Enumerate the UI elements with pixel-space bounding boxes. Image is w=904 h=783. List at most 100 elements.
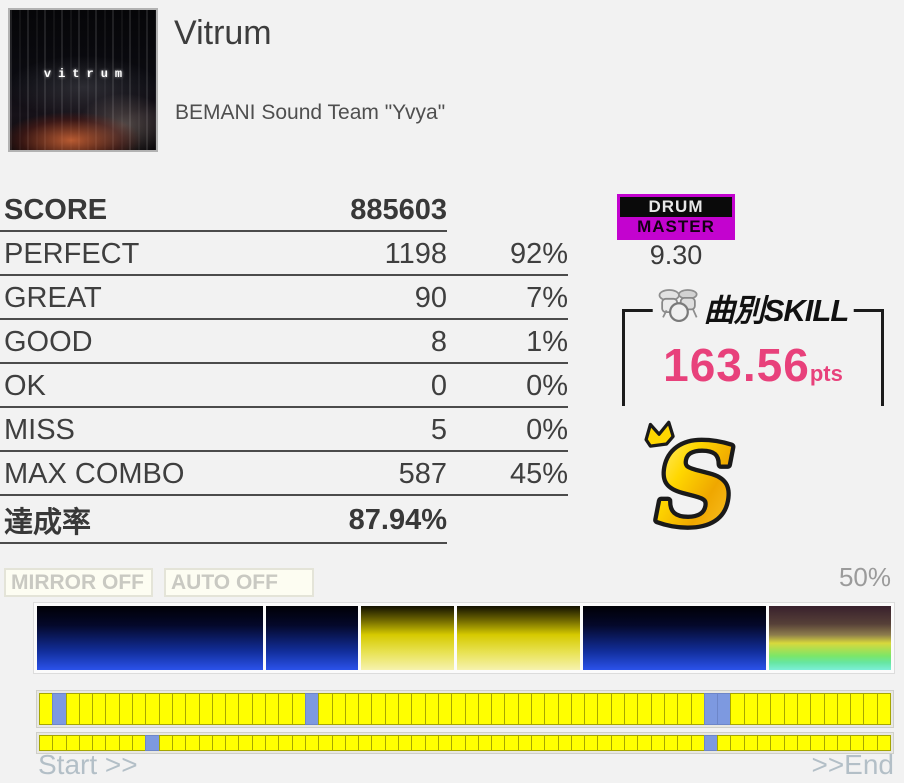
- album-art-title-text: vitrum: [43, 67, 130, 81]
- score-table: SCORE 885603 PERFECT 1198 92% GREAT 90 7…: [0, 188, 568, 544]
- note-cell: [863, 693, 878, 725]
- note-cell: [225, 735, 240, 751]
- note-cell: [291, 735, 306, 751]
- note-cell: [171, 735, 187, 751]
- note-cell: [570, 693, 586, 725]
- note-cell: [411, 735, 426, 751]
- note-cell: [557, 693, 572, 725]
- song-skill-logo: 曲別SKILL: [652, 285, 854, 330]
- note-cell: [145, 693, 160, 725]
- note-cell: [371, 735, 386, 751]
- note-cell: [597, 693, 612, 725]
- note-cell: [265, 693, 280, 725]
- note-cell: [118, 693, 134, 725]
- note-cell: [610, 735, 626, 751]
- gauge-segment-blue: [583, 606, 767, 670]
- note-cell: [451, 693, 466, 725]
- song-title: Vitrum: [174, 14, 272, 52]
- judge-label: OK: [4, 369, 46, 402]
- note-cell: [331, 693, 346, 725]
- note-cell: [105, 693, 120, 725]
- note-cell: [464, 735, 479, 751]
- table-row-good: GOOD 8 1%: [0, 320, 568, 364]
- note-cell: [318, 693, 333, 725]
- note-cell: [610, 693, 626, 725]
- note-cell: [663, 693, 679, 725]
- note-cell: [358, 735, 373, 751]
- judge-percent: 1%: [526, 325, 568, 358]
- note-cell: [477, 735, 493, 751]
- note-cell: [384, 693, 400, 725]
- judge-count: 8: [430, 325, 447, 358]
- note-cell: [291, 693, 306, 725]
- note-cell: [743, 693, 759, 725]
- note-cell: [411, 693, 426, 725]
- note-cell: [437, 735, 453, 751]
- judge-percent: 0%: [526, 413, 568, 446]
- note-cell: [304, 735, 320, 751]
- note-cell: [358, 693, 373, 725]
- note-cell: [584, 693, 599, 725]
- timeline-start-label: Start >>: [38, 749, 138, 780]
- note-cell: [185, 735, 200, 751]
- note-cell: [424, 735, 439, 751]
- note-cell: [557, 735, 572, 751]
- note-cell: [198, 693, 213, 725]
- note-cell: [185, 693, 200, 725]
- judge-count: 587: [398, 457, 447, 490]
- note-cell: [251, 735, 267, 751]
- note-cell: [770, 735, 785, 751]
- note-cell: [637, 693, 652, 725]
- score-row: SCORE 885603: [0, 188, 568, 232]
- note-cell: [211, 735, 227, 751]
- note-cell: [225, 693, 240, 725]
- note-cell: [876, 693, 891, 725]
- achievement-value: 87.94%: [348, 503, 447, 536]
- achievement-row: 達成率 87.94%: [0, 496, 568, 544]
- note-cell: [437, 693, 453, 725]
- note-cell: [624, 735, 639, 751]
- note-cell: [504, 735, 519, 751]
- skill-points: 163.56pts: [625, 338, 881, 392]
- auto-toggle-button[interactable]: AUTO OFF: [164, 568, 314, 597]
- note-cell: [318, 735, 333, 751]
- judge-label: MISS: [4, 413, 75, 446]
- achievement-label: 達成率: [4, 507, 92, 539]
- note-cell-blue: [703, 693, 719, 725]
- note-cell: [544, 693, 559, 725]
- note-cell: [677, 693, 692, 725]
- note-cell: [251, 693, 267, 725]
- album-art-image: [10, 10, 156, 150]
- note-cell: [810, 693, 825, 725]
- difficulty-level: 9.30: [649, 240, 703, 270]
- mirror-toggle-button[interactable]: MIRROR OFF: [4, 568, 153, 597]
- note-cell: [464, 693, 479, 725]
- score-value: 885603: [350, 193, 447, 226]
- note-cell: [451, 735, 466, 751]
- note-cell: [796, 735, 812, 751]
- rank-crown-icon: [644, 420, 675, 448]
- gauge-segment-blue: [265, 606, 358, 670]
- note-cell: [132, 693, 147, 725]
- note-cell: [530, 693, 546, 725]
- skill-points-unit: pts: [809, 361, 843, 386]
- note-cell: [757, 735, 772, 751]
- score-label: SCORE: [4, 193, 108, 226]
- note-cell: [517, 693, 532, 725]
- note-cell: [504, 693, 519, 725]
- note-cell: [344, 693, 360, 725]
- groove-gauge-graph-frame: [33, 602, 895, 674]
- note-cell: [92, 693, 107, 725]
- note-cell: [344, 735, 360, 751]
- song-artist: BEMANI Sound Team "Yvya": [175, 101, 446, 124]
- table-row-max-combo: MAX COMBO 587 45%: [0, 452, 568, 496]
- note-cell: [238, 693, 253, 725]
- note-cell: [690, 735, 705, 751]
- note-cell: [650, 735, 665, 751]
- note-cell: [371, 693, 386, 725]
- note-cell-blue: [52, 693, 67, 725]
- note-density-bar-top: [36, 690, 894, 728]
- judge-label: GOOD: [4, 325, 93, 358]
- note-cell: [39, 693, 54, 725]
